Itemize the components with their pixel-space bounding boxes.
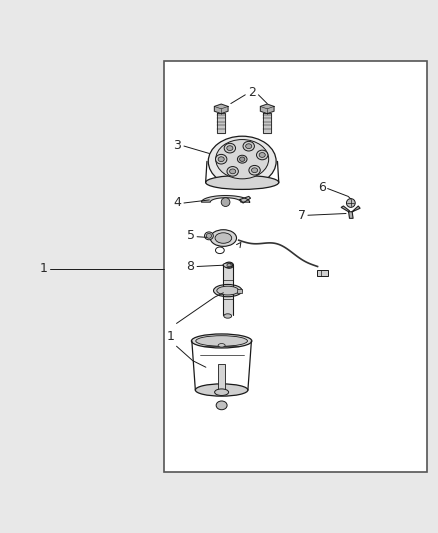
Polygon shape <box>349 212 353 219</box>
Ellipse shape <box>216 401 227 410</box>
Ellipse shape <box>214 285 242 297</box>
Ellipse shape <box>227 146 233 150</box>
Text: 6: 6 <box>318 181 326 194</box>
Text: 5: 5 <box>187 229 194 243</box>
Ellipse shape <box>216 140 268 179</box>
Text: 1: 1 <box>40 262 48 275</box>
Circle shape <box>221 198 230 206</box>
Ellipse shape <box>195 384 248 396</box>
Ellipse shape <box>208 136 276 187</box>
Circle shape <box>346 199 355 207</box>
FancyBboxPatch shape <box>317 270 328 276</box>
Ellipse shape <box>205 232 213 240</box>
Ellipse shape <box>223 263 233 268</box>
Polygon shape <box>341 206 350 212</box>
Ellipse shape <box>191 334 252 348</box>
Ellipse shape <box>215 247 224 254</box>
Text: 2: 2 <box>248 86 256 99</box>
Ellipse shape <box>251 168 258 173</box>
Ellipse shape <box>218 344 225 347</box>
Polygon shape <box>352 206 360 212</box>
Ellipse shape <box>257 150 268 160</box>
Bar <box>237 289 242 293</box>
Ellipse shape <box>225 262 233 268</box>
Polygon shape <box>260 104 274 114</box>
Bar <box>223 265 233 314</box>
Ellipse shape <box>215 155 227 164</box>
Ellipse shape <box>227 264 231 266</box>
Ellipse shape <box>218 157 224 161</box>
Ellipse shape <box>206 233 212 238</box>
Bar <box>164 61 427 472</box>
Polygon shape <box>240 197 251 203</box>
Ellipse shape <box>249 165 260 175</box>
Ellipse shape <box>259 152 265 157</box>
Polygon shape <box>201 196 250 202</box>
Ellipse shape <box>227 166 238 176</box>
Ellipse shape <box>240 157 245 161</box>
Polygon shape <box>217 113 225 133</box>
Ellipse shape <box>224 143 236 153</box>
Text: 4: 4 <box>173 197 181 209</box>
Ellipse shape <box>237 155 247 163</box>
Ellipse shape <box>246 144 252 149</box>
Ellipse shape <box>217 286 239 295</box>
Ellipse shape <box>196 336 247 346</box>
Text: 3: 3 <box>173 139 181 152</box>
Ellipse shape <box>243 141 254 151</box>
Text: 1: 1 <box>167 330 175 343</box>
Ellipse shape <box>206 175 279 189</box>
Polygon shape <box>263 113 271 133</box>
Ellipse shape <box>224 314 232 318</box>
Ellipse shape <box>215 233 232 243</box>
Text: 7: 7 <box>298 209 306 222</box>
Ellipse shape <box>230 169 236 174</box>
Bar <box>218 364 225 392</box>
Polygon shape <box>214 104 228 114</box>
Ellipse shape <box>215 389 229 395</box>
Ellipse shape <box>210 230 237 246</box>
Text: 8: 8 <box>187 260 194 273</box>
